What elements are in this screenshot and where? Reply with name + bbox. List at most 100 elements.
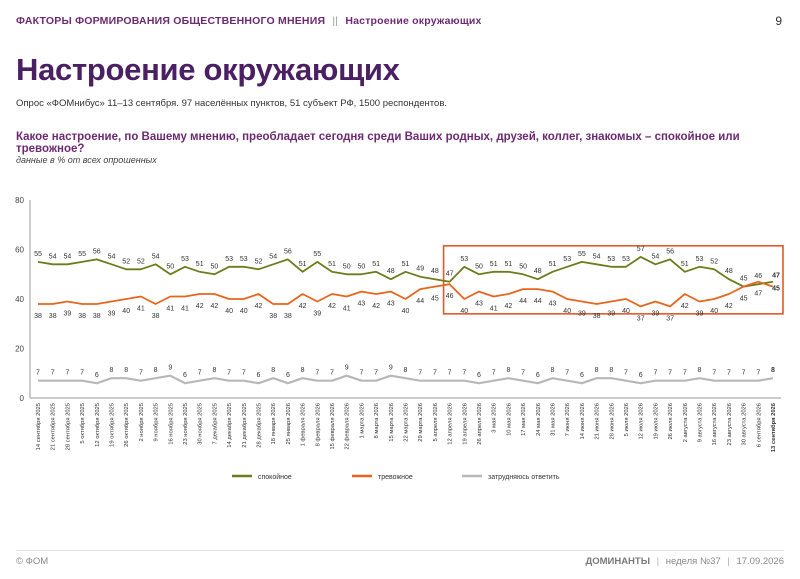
- x-tick-label: 8 февраля 2026: [315, 403, 321, 446]
- x-tick-label: 15 февраля 2026: [330, 403, 336, 450]
- x-tick-label: 19 апреля 2026: [462, 403, 468, 445]
- data-label-undecided: 8: [506, 367, 510, 374]
- data-label-calm: 51: [328, 261, 336, 268]
- data-label-calm: 51: [505, 261, 513, 268]
- data-label-anxious: 39: [607, 310, 615, 317]
- data-label-anxious: 37: [637, 315, 645, 322]
- data-label-undecided: 6: [286, 372, 290, 379]
- data-label-anxious: 45: [431, 296, 439, 303]
- y-tick-label: 80: [15, 196, 24, 205]
- footer-date: 17.09.2026: [736, 556, 784, 567]
- data-label-anxious: 39: [64, 310, 72, 317]
- series-line-undecided: [38, 374, 774, 385]
- data-label-calm: 45: [740, 276, 748, 283]
- data-label-anxious: 44: [416, 298, 424, 305]
- data-label-anxious: 40: [240, 308, 248, 315]
- data-label-calm: 51: [299, 261, 307, 268]
- footer-week: неделя №37: [665, 556, 721, 567]
- data-label-undecided: 7: [330, 370, 334, 377]
- data-label-calm: 56: [93, 248, 101, 255]
- data-label-anxious: 45: [740, 296, 748, 303]
- x-tick-label: 31 мая 2026: [551, 403, 557, 436]
- data-label-anxious: 41: [181, 306, 189, 313]
- data-label-calm: 57: [637, 246, 645, 253]
- data-label-calm: 48: [431, 268, 439, 275]
- data-label-undecided: 7: [668, 370, 672, 377]
- data-label-undecided: 7: [80, 370, 84, 377]
- data-label-calm: 47: [446, 271, 454, 278]
- legend-item-calm: спокойное: [258, 473, 292, 481]
- data-label-undecided: 7: [712, 370, 716, 377]
- data-label-undecided: 8: [212, 367, 216, 374]
- data-label-calm: 53: [622, 256, 630, 263]
- survey-question: Какое настроение, по Вашему мнению, прео…: [16, 131, 740, 155]
- data-label-undecided: 8: [110, 367, 114, 374]
- data-label-calm: 48: [534, 268, 542, 275]
- legend-item-undecided: затрудняюсь ответить: [488, 474, 560, 481]
- data-label-undecided: 7: [492, 370, 496, 377]
- data-label-anxious: 47: [754, 291, 762, 298]
- data-label-undecided: 7: [683, 370, 687, 377]
- data-label-calm: 51: [402, 261, 410, 268]
- data-label-undecided: 7: [727, 370, 731, 377]
- data-label-undecided: 8: [771, 367, 775, 374]
- x-tick-label: 23 августа 2026: [727, 403, 733, 446]
- x-tick-label: 8 марта 2026: [374, 403, 380, 438]
- data-label-calm: 48: [725, 268, 733, 275]
- data-label-anxious: 38: [78, 313, 86, 320]
- x-tick-label: 29 марта 2026: [418, 403, 424, 442]
- x-tick-label: 18 января 2026: [271, 403, 277, 444]
- x-tick-label: 16 ноября 2025: [168, 403, 174, 445]
- x-tick-label: 21 сентября 2025: [51, 403, 57, 450]
- x-tick-label: 17 мая 2026: [521, 403, 527, 436]
- data-label-calm: 51: [196, 261, 204, 268]
- x-tick-label: 5 октября 2025: [80, 403, 86, 444]
- footer-copyright: © ФОМ: [16, 556, 49, 567]
- data-label-calm: 54: [152, 253, 160, 260]
- data-label-undecided: 8: [154, 367, 158, 374]
- footer-separator: |: [656, 556, 660, 567]
- data-label-anxious: 38: [49, 313, 57, 320]
- x-tick-label: 5 апреля 2026: [433, 403, 439, 441]
- y-tick-label: 0: [20, 394, 25, 403]
- data-label-calm: 51: [372, 261, 380, 268]
- data-label-anxious: 40: [225, 308, 233, 315]
- x-tick-label: 14 июня 2026: [580, 403, 586, 440]
- data-label-anxious: 40: [460, 308, 468, 315]
- data-label-anxious: 46: [446, 293, 454, 300]
- x-tick-label: 5 июля 2026: [624, 403, 630, 436]
- x-tick-label: 25 января 2026: [286, 403, 292, 444]
- data-label-calm: 55: [34, 251, 42, 258]
- header-separator: ||: [332, 15, 339, 27]
- data-label-anxious: 40: [563, 308, 571, 315]
- x-tick-label: 28 сентября 2025: [65, 403, 71, 450]
- x-tick-label: 22 февраля 2026: [345, 403, 351, 450]
- data-label-anxious: 40: [122, 308, 130, 315]
- data-label-calm: 53: [563, 256, 571, 263]
- page-header: ФАКТОРЫ ФОРМИРОВАНИЯ ОБЩЕСТВЕННОГО МНЕНИ…: [16, 15, 482, 27]
- data-label-anxious: 42: [505, 303, 513, 310]
- data-label-anxious: 40: [710, 308, 718, 315]
- data-label-anxious: 39: [578, 310, 586, 317]
- data-label-anxious: 38: [152, 313, 160, 320]
- data-label-calm: 49: [416, 266, 424, 273]
- data-label-undecided: 8: [698, 367, 702, 374]
- data-label-anxious: 40: [622, 308, 630, 315]
- data-label-calm: 51: [549, 261, 557, 268]
- data-label-calm: 50: [475, 263, 483, 270]
- page-number: 9: [775, 14, 782, 28]
- x-tick-label: 13 сентября 2026: [770, 402, 777, 452]
- data-label-undecided: 7: [742, 370, 746, 377]
- data-label-calm: 54: [49, 253, 57, 260]
- data-label-undecided: 8: [609, 367, 613, 374]
- data-label-calm: 48: [387, 268, 395, 275]
- data-label-undecided: 6: [95, 372, 99, 379]
- data-label-calm: 53: [240, 256, 248, 263]
- y-tick-label: 40: [15, 295, 24, 304]
- data-label-calm: 51: [681, 261, 689, 268]
- data-label-calm: 50: [343, 263, 351, 270]
- x-tick-label: 22 марта 2026: [404, 403, 410, 442]
- x-tick-label: 2 ноября 2025: [139, 403, 145, 442]
- data-label-anxious: 39: [313, 310, 321, 317]
- footer-brand: ДОМИНАНТЫ: [585, 556, 651, 567]
